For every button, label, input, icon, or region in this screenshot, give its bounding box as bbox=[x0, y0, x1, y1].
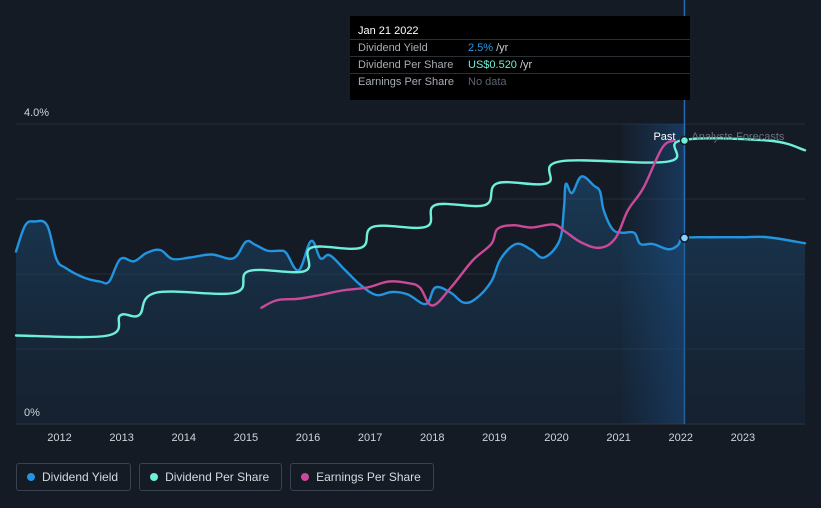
tooltip-row-dividend-per-share: Dividend Per Share US$0.520/yr bbox=[350, 56, 690, 74]
dividend-per-share-line bbox=[14, 137, 807, 339]
tooltip: Jan 21 2022 Dividend Yield 2.5%/yr Divid… bbox=[350, 16, 690, 100]
dividend-yield-area bbox=[16, 176, 805, 424]
tooltip-row-dividend-yield: Dividend Yield 2.5%/yr bbox=[350, 39, 690, 57]
x-tick-label: 2012 bbox=[47, 432, 71, 444]
tooltip-unit: /yr bbox=[496, 42, 509, 54]
forecast-label: Analysts Forecasts bbox=[691, 131, 784, 143]
tooltip-value-text: 2.5% bbox=[468, 42, 494, 54]
legend-dot bbox=[150, 473, 159, 481]
legend-item-earnings-per-share[interactable]: Earnings Per Share bbox=[290, 463, 434, 491]
y-tick-label: 0% bbox=[24, 407, 40, 419]
chart-legend: Dividend Yield Dividend Per Share Earnin… bbox=[16, 463, 434, 493]
x-tick-label: 2013 bbox=[109, 432, 133, 444]
legend-label: Earnings Per Share bbox=[316, 470, 421, 484]
tooltip-unit: /yr bbox=[519, 59, 533, 71]
x-tick-label: 2016 bbox=[296, 432, 320, 444]
tooltip-markers bbox=[679, 135, 690, 243]
y-tick-label: 4.0% bbox=[24, 107, 49, 119]
x-tick-label: 2017 bbox=[358, 432, 382, 444]
tooltip-value: US$0.520/yr bbox=[468, 59, 532, 71]
tooltip-label: Dividend Per Share bbox=[358, 59, 454, 71]
tooltip-value: 2.5%/yr bbox=[468, 42, 508, 54]
series-layer bbox=[14, 137, 807, 424]
legend-item-dividend-per-share[interactable]: Dividend Per Share bbox=[139, 463, 283, 491]
legend-label: Dividend Yield bbox=[42, 470, 119, 484]
axis-labels: 2012 2013 2014 2015 2016 2017 2018 2019 2020 2021… bbox=[24, 107, 785, 444]
x-tick-label: 2015 bbox=[234, 432, 258, 444]
x-tick-label: 2019 bbox=[482, 432, 506, 444]
legend-label: Dividend Per Share bbox=[165, 470, 270, 484]
x-tick-label: 2021 bbox=[606, 432, 630, 444]
tooltip-row-earnings-per-share: Earnings Per Share No data bbox=[350, 73, 690, 91]
tooltip-date: Jan 21 2022 bbox=[358, 25, 419, 37]
x-tick-label: 2022 bbox=[669, 432, 693, 444]
dividend-yield-marker bbox=[679, 233, 690, 243]
legend-dot bbox=[301, 473, 310, 481]
tooltip-value-text: No data bbox=[468, 76, 507, 88]
tooltip-value: No data bbox=[468, 76, 510, 88]
legend-dot bbox=[27, 473, 35, 481]
dividend-per-share-marker bbox=[679, 135, 690, 146]
tooltip-label: Earnings Per Share bbox=[358, 76, 454, 88]
earnings-per-share-line bbox=[260, 139, 676, 309]
dividend-yield-line bbox=[14, 175, 807, 306]
x-tick-label: 2014 bbox=[171, 432, 195, 444]
past-label: Past bbox=[653, 131, 675, 143]
tooltip-value-text: US$0.520 bbox=[468, 59, 517, 71]
x-tick-label: 2018 bbox=[420, 432, 444, 444]
legend-item-dividend-yield[interactable]: Dividend Yield bbox=[16, 463, 132, 491]
tooltip-label: Dividend Yield bbox=[358, 42, 428, 54]
x-tick-label: 2023 bbox=[731, 432, 755, 444]
x-tick-label: 2020 bbox=[544, 432, 568, 444]
